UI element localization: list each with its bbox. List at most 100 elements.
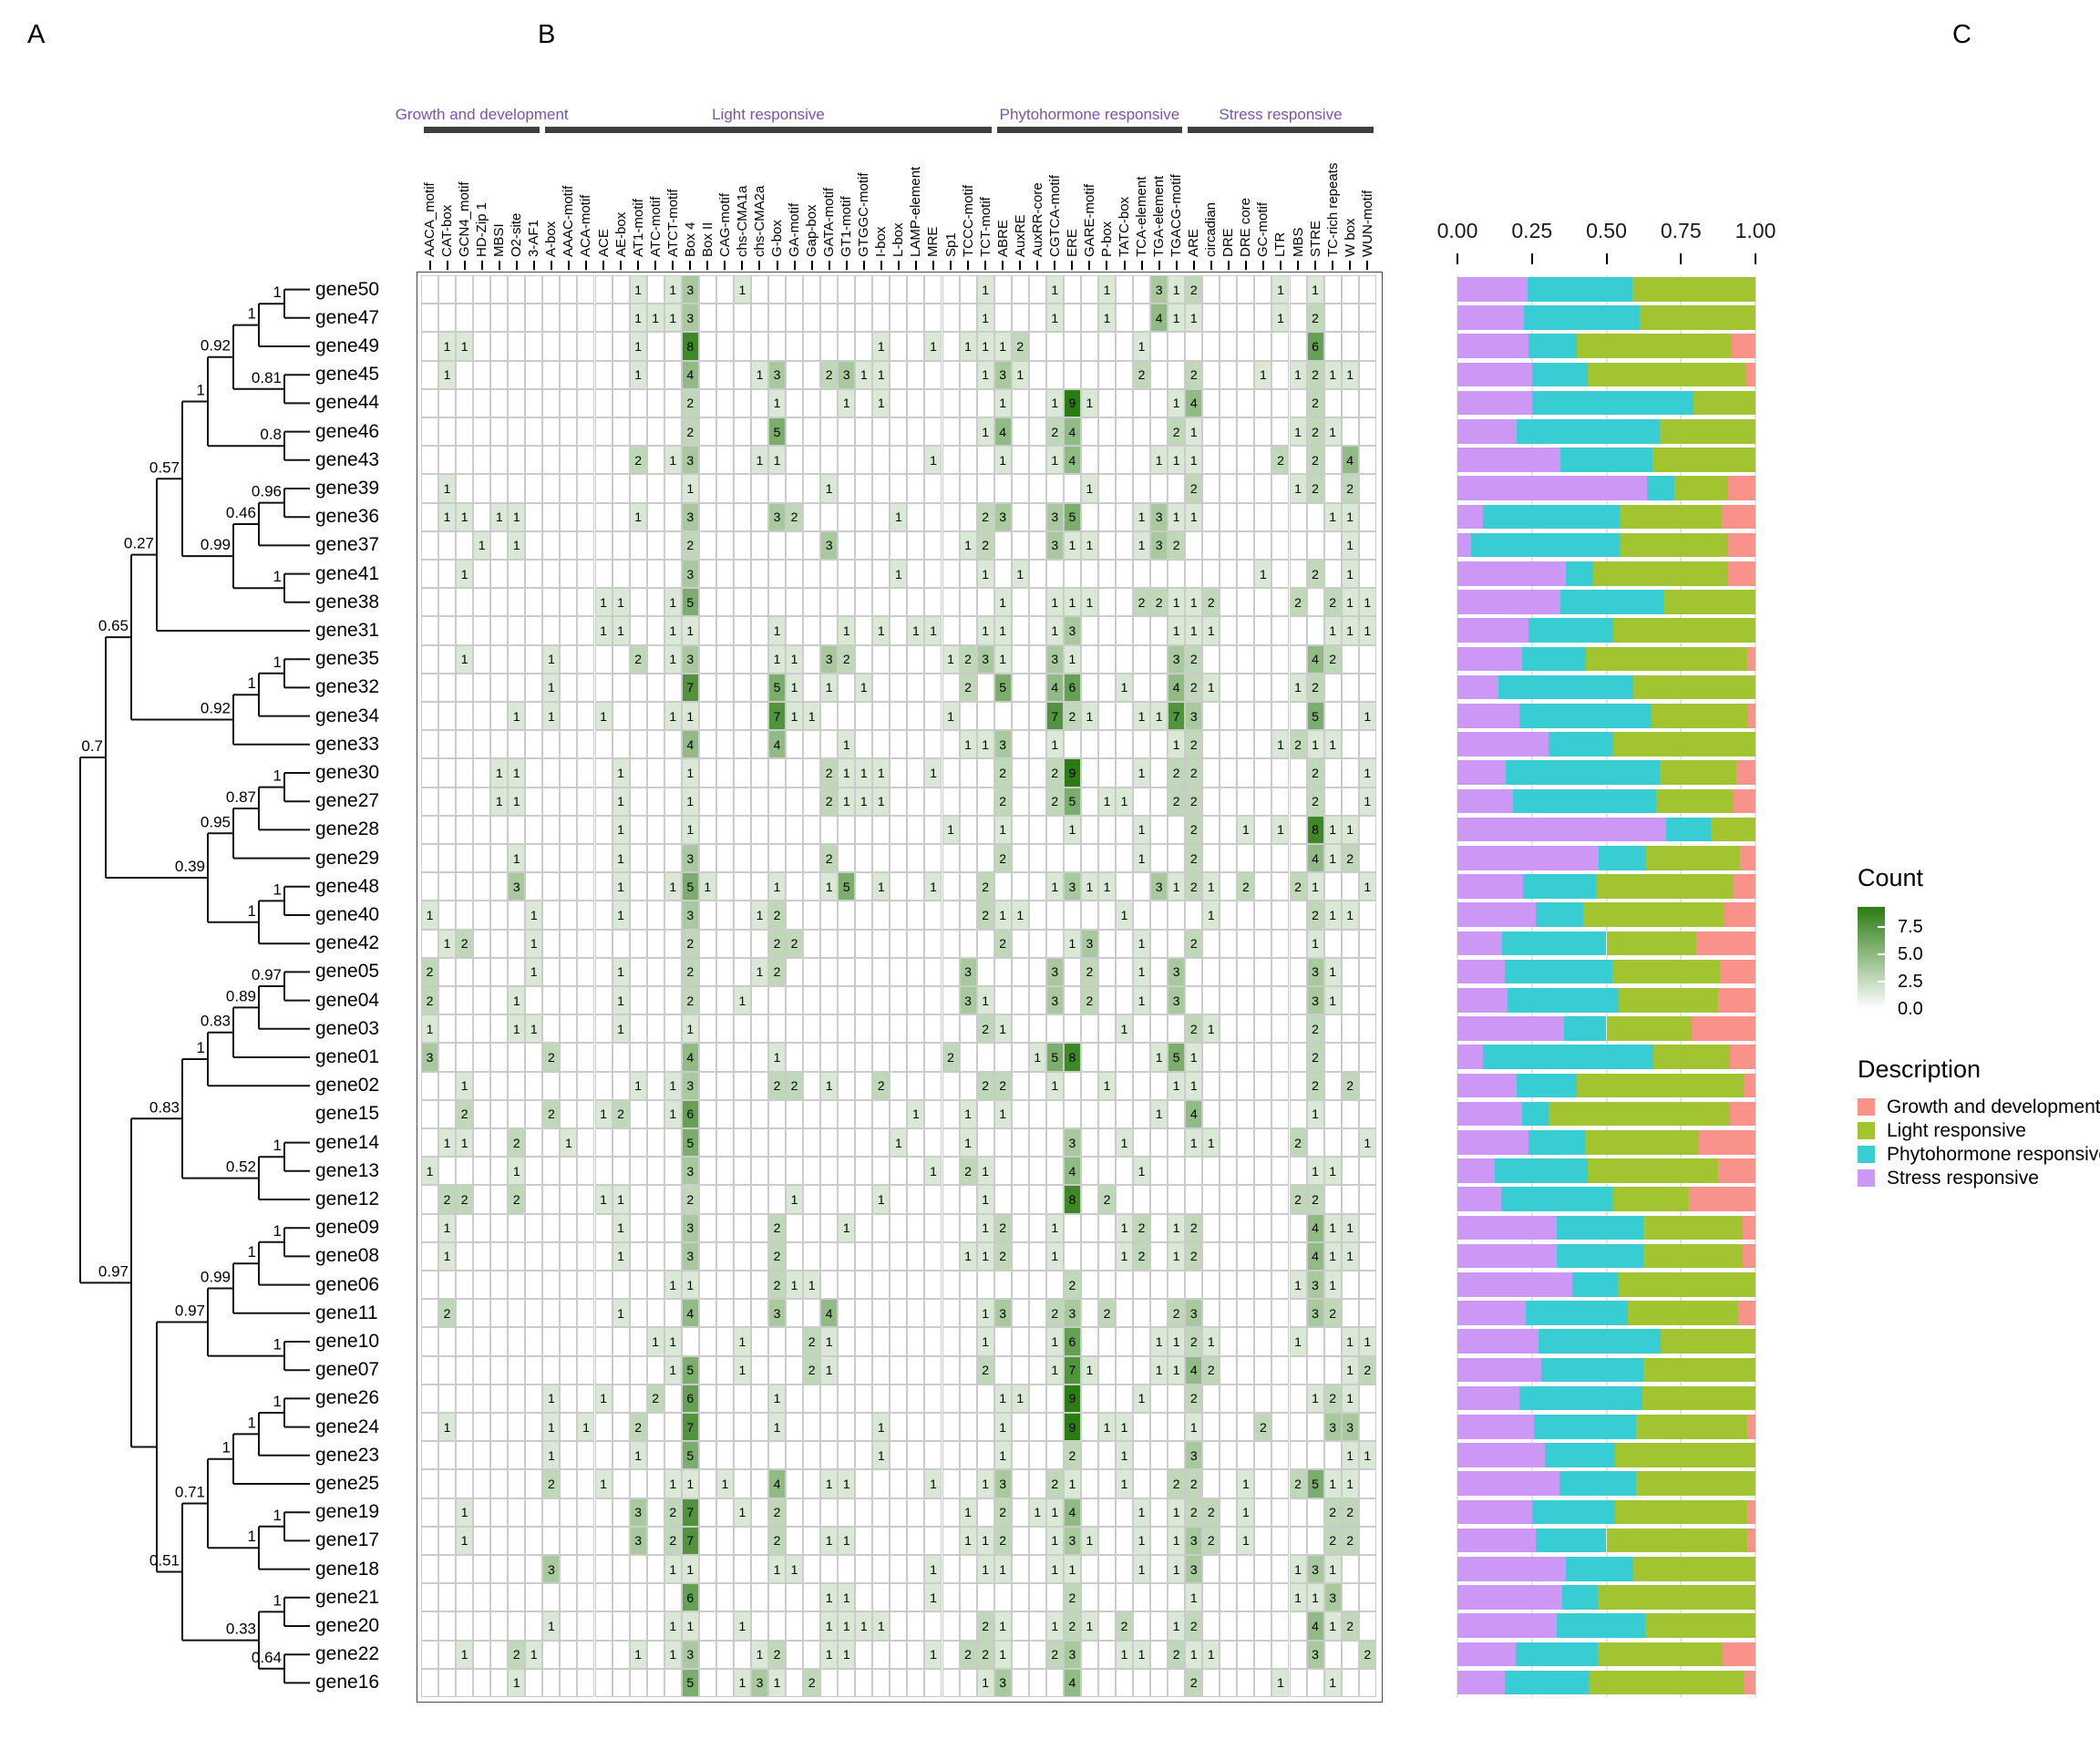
heatmap-cell: 1 xyxy=(976,616,994,645)
heatmap-cell xyxy=(1202,1099,1220,1128)
heatmap-cell xyxy=(733,1384,751,1413)
heatmap-cell xyxy=(490,446,509,475)
heatmap-cell xyxy=(473,616,491,645)
heatmap-cell: 1 xyxy=(959,332,977,361)
heatmap-cell xyxy=(924,844,942,873)
bar-segment-stress xyxy=(1457,646,1522,672)
heatmap-cell xyxy=(560,1014,578,1044)
heatmap-cell xyxy=(1289,1157,1307,1186)
heatmap-cell xyxy=(1323,275,1342,304)
heatmap-cell xyxy=(1028,1384,1046,1413)
heatmap-cell xyxy=(820,730,839,759)
column-tick xyxy=(1332,261,1334,270)
heatmap-cell xyxy=(942,730,960,759)
heatmap-cell: 1 xyxy=(768,616,787,645)
heatmap-cell xyxy=(786,1213,804,1242)
heatmap-cell xyxy=(438,644,457,674)
stacked-bar xyxy=(1457,1045,1755,1070)
svg-text:0.96: 0.96 xyxy=(252,483,282,500)
bar-segment-growth xyxy=(1729,1045,1755,1070)
heatmap-cell: 1 xyxy=(612,844,630,873)
heatmap-cell xyxy=(1168,1583,1186,1612)
heatmap-cell xyxy=(768,1355,787,1385)
heatmap-cell: 1 xyxy=(942,644,960,674)
heatmap-cell xyxy=(577,1185,595,1214)
heatmap-cell xyxy=(1271,644,1290,674)
heatmap-cell xyxy=(629,474,647,503)
heatmap-cell xyxy=(1097,986,1116,1015)
heatmap-cell xyxy=(924,1213,942,1242)
heatmap-cell xyxy=(525,530,543,560)
heatmap-cell xyxy=(715,1355,734,1385)
column-tick xyxy=(1019,261,1022,270)
bar-segment-phyto xyxy=(1598,846,1646,870)
heatmap-cell xyxy=(1011,474,1029,503)
heatmap-cell xyxy=(698,1640,716,1669)
heatmap-cell: 1 xyxy=(1080,872,1098,901)
heatmap-cell: 1 xyxy=(838,388,856,417)
heatmap-cell: 1 xyxy=(1080,1526,1098,1555)
heatmap-cell xyxy=(942,901,960,930)
heatmap-cell: 2 xyxy=(993,929,1012,958)
heatmap-cell: 3 xyxy=(681,275,699,304)
heatmap-cell xyxy=(698,730,716,759)
heatmap-cell xyxy=(525,815,543,844)
heatmap-cell: 1 xyxy=(1150,702,1168,731)
heatmap-cell xyxy=(456,1611,474,1641)
heatmap-cell xyxy=(1116,1043,1134,1072)
heatmap-cell: 1 xyxy=(1341,560,1359,589)
heatmap-cell xyxy=(560,417,578,447)
heatmap-cell: 4 xyxy=(1150,304,1168,333)
heatmap-cell xyxy=(733,673,751,702)
heatmap-cell xyxy=(612,1526,630,1555)
bar-segment-light xyxy=(1643,1243,1744,1269)
heatmap-cell: 3 xyxy=(681,304,699,333)
heatmap-cell xyxy=(629,1583,647,1612)
heatmap-cell xyxy=(525,1526,543,1555)
heatmap-cell xyxy=(1271,1299,1290,1328)
heatmap-cell: 2 xyxy=(681,986,699,1015)
heatmap-cell: 1 xyxy=(855,360,873,389)
heatmap-cell xyxy=(993,957,1012,986)
heatmap-cell xyxy=(1323,1014,1342,1044)
heatmap-cell xyxy=(612,1583,630,1612)
bar-segment-phyto xyxy=(1560,448,1652,472)
heatmap-cell xyxy=(907,1384,925,1413)
heatmap-cell xyxy=(577,901,595,930)
heatmap-cell xyxy=(438,872,457,901)
heatmap-cell xyxy=(577,446,595,475)
bar-segment-light xyxy=(1615,1443,1755,1467)
heatmap-cell xyxy=(993,304,1012,333)
heatmap-cell xyxy=(1150,1384,1168,1413)
heatmap-cell xyxy=(733,1241,751,1271)
heatmap-cell: 1 xyxy=(438,502,457,531)
heatmap-cell xyxy=(1237,1555,1255,1584)
heatmap-cell xyxy=(1116,1355,1134,1385)
bar-segment-light xyxy=(1645,846,1740,870)
heatmap-cell: 1 xyxy=(838,1640,856,1669)
heatmap-cell: 1 xyxy=(976,275,994,304)
heatmap-cell xyxy=(907,929,925,958)
heatmap-cell xyxy=(438,844,457,873)
heatmap-cell xyxy=(1150,644,1168,674)
column-tick xyxy=(602,261,605,270)
heatmap-cell xyxy=(1028,616,1046,645)
heatmap-cell: 3 xyxy=(1045,644,1064,674)
heatmap-cell xyxy=(750,844,768,873)
heatmap-cell xyxy=(924,1384,942,1413)
heatmap-cell xyxy=(1271,388,1290,417)
heatmap-cell xyxy=(1202,1611,1220,1641)
column-label: GT1-motif xyxy=(839,196,855,257)
heatmap-cell: 1 xyxy=(1080,388,1098,417)
heatmap-cell: 1 xyxy=(890,560,908,589)
bar-segment-stress xyxy=(1457,476,1648,501)
bar-segment-growth xyxy=(1743,1215,1755,1240)
bar-segment-growth xyxy=(1747,646,1755,672)
heatmap-cell xyxy=(733,417,751,447)
heatmap-cell xyxy=(629,616,647,645)
heatmap-cell xyxy=(612,1043,630,1072)
heatmap-cell xyxy=(959,360,977,389)
heatmap-cell xyxy=(1011,644,1029,674)
column-label: TCT-motif xyxy=(977,197,993,257)
heatmap-cell xyxy=(560,304,578,333)
